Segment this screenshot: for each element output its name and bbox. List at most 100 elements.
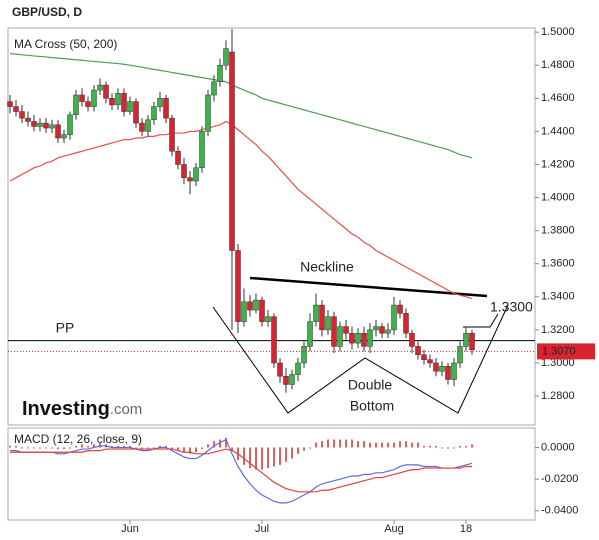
histogram-bar (405, 441, 407, 448)
histogram-bar (99, 442, 101, 448)
candle-body (109, 98, 115, 106)
histogram-bar (381, 442, 383, 448)
histogram-bar (393, 442, 395, 448)
histogram-bar (15, 445, 17, 448)
candle-body (367, 329, 373, 347)
histogram-bar (321, 441, 323, 448)
y-tick-label: 1.4400 (541, 125, 575, 137)
histogram-bar (261, 447, 263, 470)
candle-body (211, 81, 217, 96)
candle-body (187, 177, 193, 182)
candle-body (391, 304, 397, 331)
histogram-bar (129, 445, 131, 448)
macd-line (10, 438, 473, 504)
candle-body (19, 111, 25, 119)
y-tick-label: -0.0200 (541, 473, 578, 485)
histogram-bar (285, 447, 287, 462)
histogram-bar (207, 444, 209, 448)
y-tick-label: 1.4800 (541, 59, 575, 71)
candle-body (157, 98, 163, 107)
histogram-bar (399, 441, 401, 448)
candle-body (469, 332, 475, 350)
histogram-bar (171, 447, 173, 450)
x-tick-label: Jun (121, 523, 139, 535)
histogram-bar (375, 442, 377, 448)
candle-body (169, 117, 175, 152)
histogram-bar (273, 447, 275, 467)
y-tick-label: 0.0000 (541, 441, 575, 453)
pattern-outline (212, 304, 509, 414)
histogram-bar (69, 447, 71, 449)
y-tick-label: 1.4600 (541, 92, 575, 104)
histogram-bar (195, 447, 197, 453)
histogram-bar (177, 447, 179, 451)
histogram-bar (27, 447, 29, 449)
candle-body (235, 250, 241, 322)
candle-body (415, 346, 421, 355)
candle-body (151, 106, 157, 121)
candle-body (31, 121, 37, 127)
candle-body (337, 326, 343, 347)
candle-body (451, 362, 457, 380)
candle-body (439, 366, 445, 372)
histogram-bar (9, 445, 11, 448)
candle-body (265, 316, 271, 322)
logo-name: Investing (22, 398, 110, 420)
neckline-label: Neckline (300, 259, 354, 275)
candle-body (43, 122, 49, 129)
neckline (249, 276, 488, 298)
histogram-bar (351, 439, 353, 448)
candle-body (103, 84, 109, 99)
histogram-bar (45, 447, 47, 449)
candle-body (61, 134, 67, 139)
candle-body (199, 131, 205, 169)
histogram-bar (135, 447, 137, 449)
histogram-bar (249, 447, 251, 469)
candle-body (313, 304, 319, 322)
histogram-bar (363, 441, 365, 448)
histogram-bar (441, 447, 443, 449)
candle-body (223, 48, 229, 66)
candle-body (121, 93, 127, 112)
logo: Investing.com (22, 398, 142, 420)
candle-body (247, 301, 253, 311)
histogram-bar (165, 445, 167, 448)
candle-body (331, 316, 337, 347)
candle-body (55, 124, 61, 139)
histogram-bar (219, 439, 221, 448)
candle-body (79, 94, 85, 102)
candle-body (445, 366, 451, 380)
candle-body (259, 299, 265, 322)
pattern-label: Bottom (350, 398, 394, 414)
x-tick-label: Jul (255, 523, 269, 535)
target-label: 1.3300 (490, 299, 533, 315)
histogram-bar (33, 447, 35, 449)
histogram-bar (153, 447, 155, 449)
candle-body (457, 346, 463, 364)
histogram-bar (447, 447, 449, 449)
macd-title: MACD (12, 26, close, 9) (14, 432, 142, 446)
histogram-bar (465, 445, 467, 448)
histogram-bar (159, 445, 161, 448)
candle-body (361, 332, 367, 347)
candle-body (49, 124, 55, 129)
x-tick-label: Aug (384, 523, 404, 535)
candle-body (25, 117, 31, 122)
candle-body (127, 101, 133, 112)
moving-average (9, 120, 473, 300)
moving-average (9, 53, 473, 159)
y-tick-label: -0.0400 (541, 505, 578, 517)
candle-body (145, 119, 151, 132)
candle-body (67, 114, 73, 135)
candle-body (277, 362, 283, 377)
candle-body (403, 313, 409, 334)
histogram-bar (315, 442, 317, 448)
histogram-bar (81, 444, 83, 448)
candle-body (385, 329, 391, 334)
candle-body (307, 321, 313, 347)
histogram-bar (147, 447, 149, 450)
candle-body (427, 359, 433, 364)
candle-body (409, 332, 415, 347)
y-tick-label: 1.2800 (541, 390, 575, 402)
